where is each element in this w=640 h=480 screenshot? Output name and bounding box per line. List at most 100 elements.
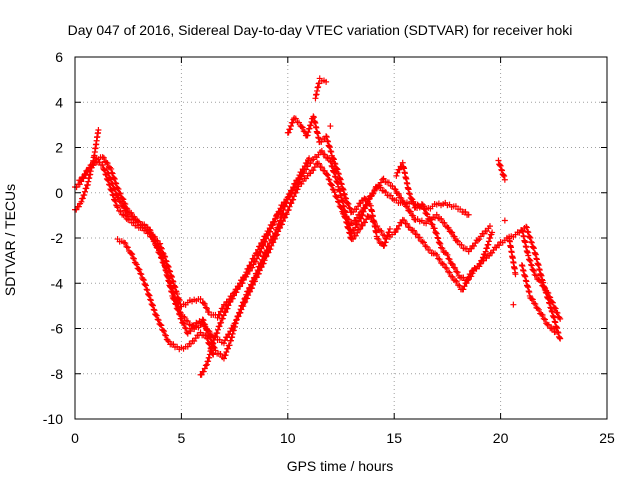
- data-point: [249, 277, 256, 284]
- data-point: [354, 221, 361, 228]
- data-point: [224, 305, 231, 312]
- data-point: [433, 211, 440, 218]
- data-point: [527, 234, 534, 241]
- data-point: [426, 216, 433, 223]
- data-point: [160, 327, 167, 334]
- data-point: [344, 224, 351, 231]
- data-point: [423, 243, 430, 250]
- data-point: [426, 247, 433, 254]
- data-point: [235, 312, 242, 319]
- data-point: [526, 257, 533, 264]
- data-point: [530, 245, 537, 252]
- data-point: [410, 200, 417, 207]
- data-point: [433, 230, 440, 237]
- data-point: [356, 211, 363, 218]
- data-point: [100, 154, 107, 161]
- data-point: [130, 255, 137, 262]
- data-point: [304, 132, 311, 139]
- data-point: [350, 235, 357, 242]
- data-point: [155, 317, 162, 324]
- data-point: [182, 325, 189, 332]
- data-point: [329, 182, 336, 189]
- data-point: [551, 304, 558, 311]
- data-point: [431, 225, 438, 232]
- data-point: [292, 115, 299, 122]
- data-point: [540, 315, 547, 322]
- data-point: [418, 201, 425, 208]
- data-point: [280, 206, 287, 213]
- data-point: [530, 267, 537, 274]
- data-point: [523, 224, 530, 231]
- data-point: [323, 171, 330, 178]
- data-point: [296, 172, 303, 179]
- data-point: [479, 254, 486, 261]
- data-point: [436, 240, 443, 247]
- data-point: [240, 299, 247, 306]
- data-point: [203, 326, 210, 333]
- data-point: [357, 225, 364, 232]
- data-point: [260, 242, 267, 249]
- data-point: [254, 267, 261, 274]
- data-point: [305, 129, 312, 136]
- data-point: [410, 212, 417, 219]
- data-point: [239, 302, 246, 309]
- data-point: [220, 340, 227, 347]
- data-point: [343, 195, 350, 202]
- data-point: [436, 256, 443, 263]
- data-point: [541, 316, 548, 323]
- data-point: [438, 244, 445, 251]
- data-point: [229, 295, 236, 302]
- data-point: [341, 214, 348, 221]
- data-point: [445, 268, 452, 275]
- data-point: [114, 194, 121, 201]
- data-point: [325, 138, 332, 145]
- y-tick-label: 6: [55, 49, 63, 65]
- data-point: [455, 238, 462, 245]
- data-point: [394, 169, 401, 176]
- data-point: [140, 277, 147, 284]
- data-point: [161, 331, 168, 338]
- data-point: [557, 315, 564, 322]
- data-point: [151, 237, 158, 244]
- data-point: [136, 266, 143, 273]
- data-point: [525, 252, 532, 259]
- data-point: [83, 185, 90, 192]
- data-point: [539, 282, 546, 289]
- data-point: [262, 249, 269, 256]
- data-point: [154, 316, 161, 323]
- data-point: [295, 119, 302, 126]
- data-point: [81, 188, 88, 195]
- data-point: [378, 228, 385, 235]
- data-point: [525, 229, 532, 236]
- data-point: [482, 248, 489, 255]
- data-point: [310, 167, 317, 174]
- data-point: [258, 259, 265, 266]
- data-point: [496, 162, 503, 169]
- data-point: [147, 296, 154, 303]
- x-tick-label: 10: [280, 430, 296, 446]
- data-point: [133, 261, 140, 268]
- data-point: [396, 222, 403, 229]
- data-point: [307, 170, 314, 177]
- data-point: [333, 178, 340, 185]
- plot-frame: [74, 56, 608, 420]
- data-point: [416, 234, 423, 241]
- data-point: [437, 240, 444, 247]
- data-point: [181, 314, 188, 321]
- y-tick-label: 2: [55, 140, 63, 156]
- data-point: [103, 159, 110, 166]
- data-point: [285, 206, 292, 213]
- data-point: [449, 261, 456, 268]
- data-point: [474, 237, 481, 244]
- data-point: [489, 229, 496, 236]
- data-point: [419, 201, 426, 208]
- data-point: [345, 225, 352, 232]
- data-point: [104, 169, 111, 176]
- data-point: [135, 266, 142, 273]
- data-point: [277, 205, 284, 212]
- data-point: [411, 227, 418, 234]
- data-point: [217, 350, 224, 357]
- data-point: [544, 289, 551, 296]
- data-point: [451, 233, 458, 240]
- data-point: [138, 271, 145, 278]
